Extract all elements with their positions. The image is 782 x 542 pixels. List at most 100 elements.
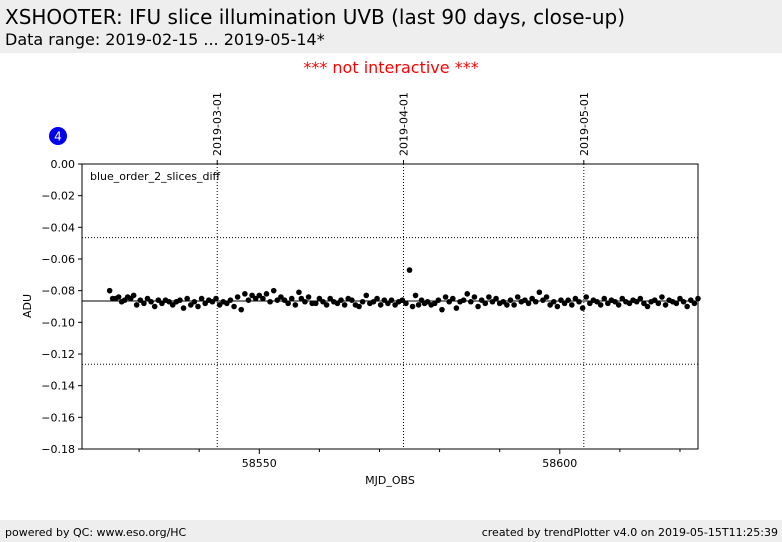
y-tick-label: −0.04 (41, 221, 75, 234)
data-point (388, 297, 395, 303)
y-tick-label: −0.06 (41, 253, 75, 266)
data-point (302, 298, 308, 305)
y-tick-label: −0.14 (41, 380, 75, 393)
data-point (323, 302, 330, 308)
y-tick-label: −0.08 (41, 285, 75, 298)
data-point (166, 298, 172, 305)
data-point (424, 298, 431, 305)
data-point (141, 300, 147, 307)
data-point (320, 298, 326, 305)
y-tick-label: −0.02 (41, 190, 75, 203)
data-point (500, 298, 507, 305)
data-point (576, 298, 582, 305)
data-point (597, 302, 604, 308)
data-point (195, 303, 201, 310)
badge-circle[interactable] (49, 127, 67, 145)
data-point (144, 295, 151, 302)
data-point (680, 298, 687, 305)
data-point (615, 302, 622, 308)
y-tick-label: 0.00 (51, 158, 76, 171)
data-point (169, 302, 176, 308)
x-tick-label: 58600 (542, 457, 577, 470)
y-tick-label: −0.16 (41, 411, 75, 424)
chart-svg: 4 blue_order_2_slices_diff 2019-03-01 201… (21, 92, 701, 487)
y-axis-label: ADU (21, 294, 34, 318)
data-point (522, 297, 528, 303)
data-point (130, 292, 137, 299)
data-point (558, 297, 564, 303)
data-point (587, 300, 593, 307)
data-point (115, 294, 122, 300)
data-point (341, 302, 348, 308)
data-point (651, 297, 658, 303)
date-markers: 2019-03-01 2019-04-01 2019-05-01 (211, 92, 591, 449)
footer-bar: powered by QC: www.eso.org/HC created by… (0, 520, 782, 542)
data-point (659, 294, 665, 300)
data-point (565, 297, 571, 303)
data-point (568, 302, 575, 308)
data-point (409, 303, 416, 310)
data-point (525, 300, 532, 307)
y-tick-label: −0.18 (41, 443, 75, 456)
data-point (435, 297, 442, 303)
page-title: XSHOOTER: IFU slice illumination UVB (la… (5, 5, 625, 29)
powered-by-text: powered by QC: www.eso.org/HC (5, 526, 187, 539)
data-point (278, 294, 284, 300)
data-point (381, 297, 388, 303)
data-point (644, 303, 651, 310)
data-point (338, 297, 344, 303)
data-point (399, 297, 406, 303)
data-point (151, 303, 158, 310)
data-point (234, 294, 241, 300)
data-point (460, 297, 467, 303)
data-point (213, 295, 219, 302)
data-point (191, 298, 198, 305)
data-point (260, 295, 266, 302)
data-point (392, 302, 398, 308)
data-point (137, 297, 144, 303)
data-point (249, 292, 255, 299)
data-point (155, 297, 162, 303)
data-point (177, 297, 183, 303)
data-point (316, 295, 323, 302)
data-point (363, 292, 370, 299)
data-point (691, 300, 698, 307)
data-point (475, 303, 481, 310)
data-point (202, 300, 208, 307)
data-point (493, 295, 499, 302)
data-point (270, 287, 277, 294)
data-point (655, 300, 662, 307)
data-point (187, 302, 194, 308)
badge-number[interactable]: 4 (54, 130, 62, 144)
data-point (446, 298, 452, 305)
data-point (274, 297, 281, 303)
data-point (504, 302, 510, 308)
data-point (180, 305, 187, 311)
data-point (106, 287, 113, 294)
data-point (550, 298, 557, 305)
data-point (486, 294, 492, 300)
plot-frame (81, 163, 699, 450)
data-point (403, 300, 409, 307)
data-point (554, 303, 561, 310)
data-point (453, 305, 460, 311)
data-point (385, 300, 391, 307)
data-point (673, 300, 680, 307)
data-point (245, 297, 252, 303)
data-point (296, 289, 302, 296)
data-point (238, 306, 245, 313)
data-point (292, 302, 299, 308)
data-point (684, 303, 690, 310)
date-marker-label: 2019-05-01 (578, 92, 591, 156)
data-point (687, 297, 694, 303)
data-point (482, 300, 489, 307)
data-point (605, 300, 611, 307)
data-point (198, 295, 205, 302)
data-point (159, 300, 165, 307)
data-point (601, 295, 608, 302)
data-point (227, 297, 234, 303)
data-point (216, 302, 223, 308)
data-point (267, 298, 273, 305)
data-point (450, 295, 456, 302)
data-point (184, 295, 190, 302)
